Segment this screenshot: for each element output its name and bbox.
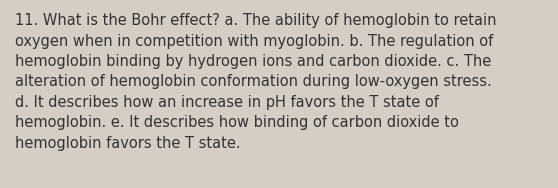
- Text: 11. What is the Bohr effect? a. The ability of hemoglobin to retain
oxygen when : 11. What is the Bohr effect? a. The abil…: [15, 13, 496, 151]
